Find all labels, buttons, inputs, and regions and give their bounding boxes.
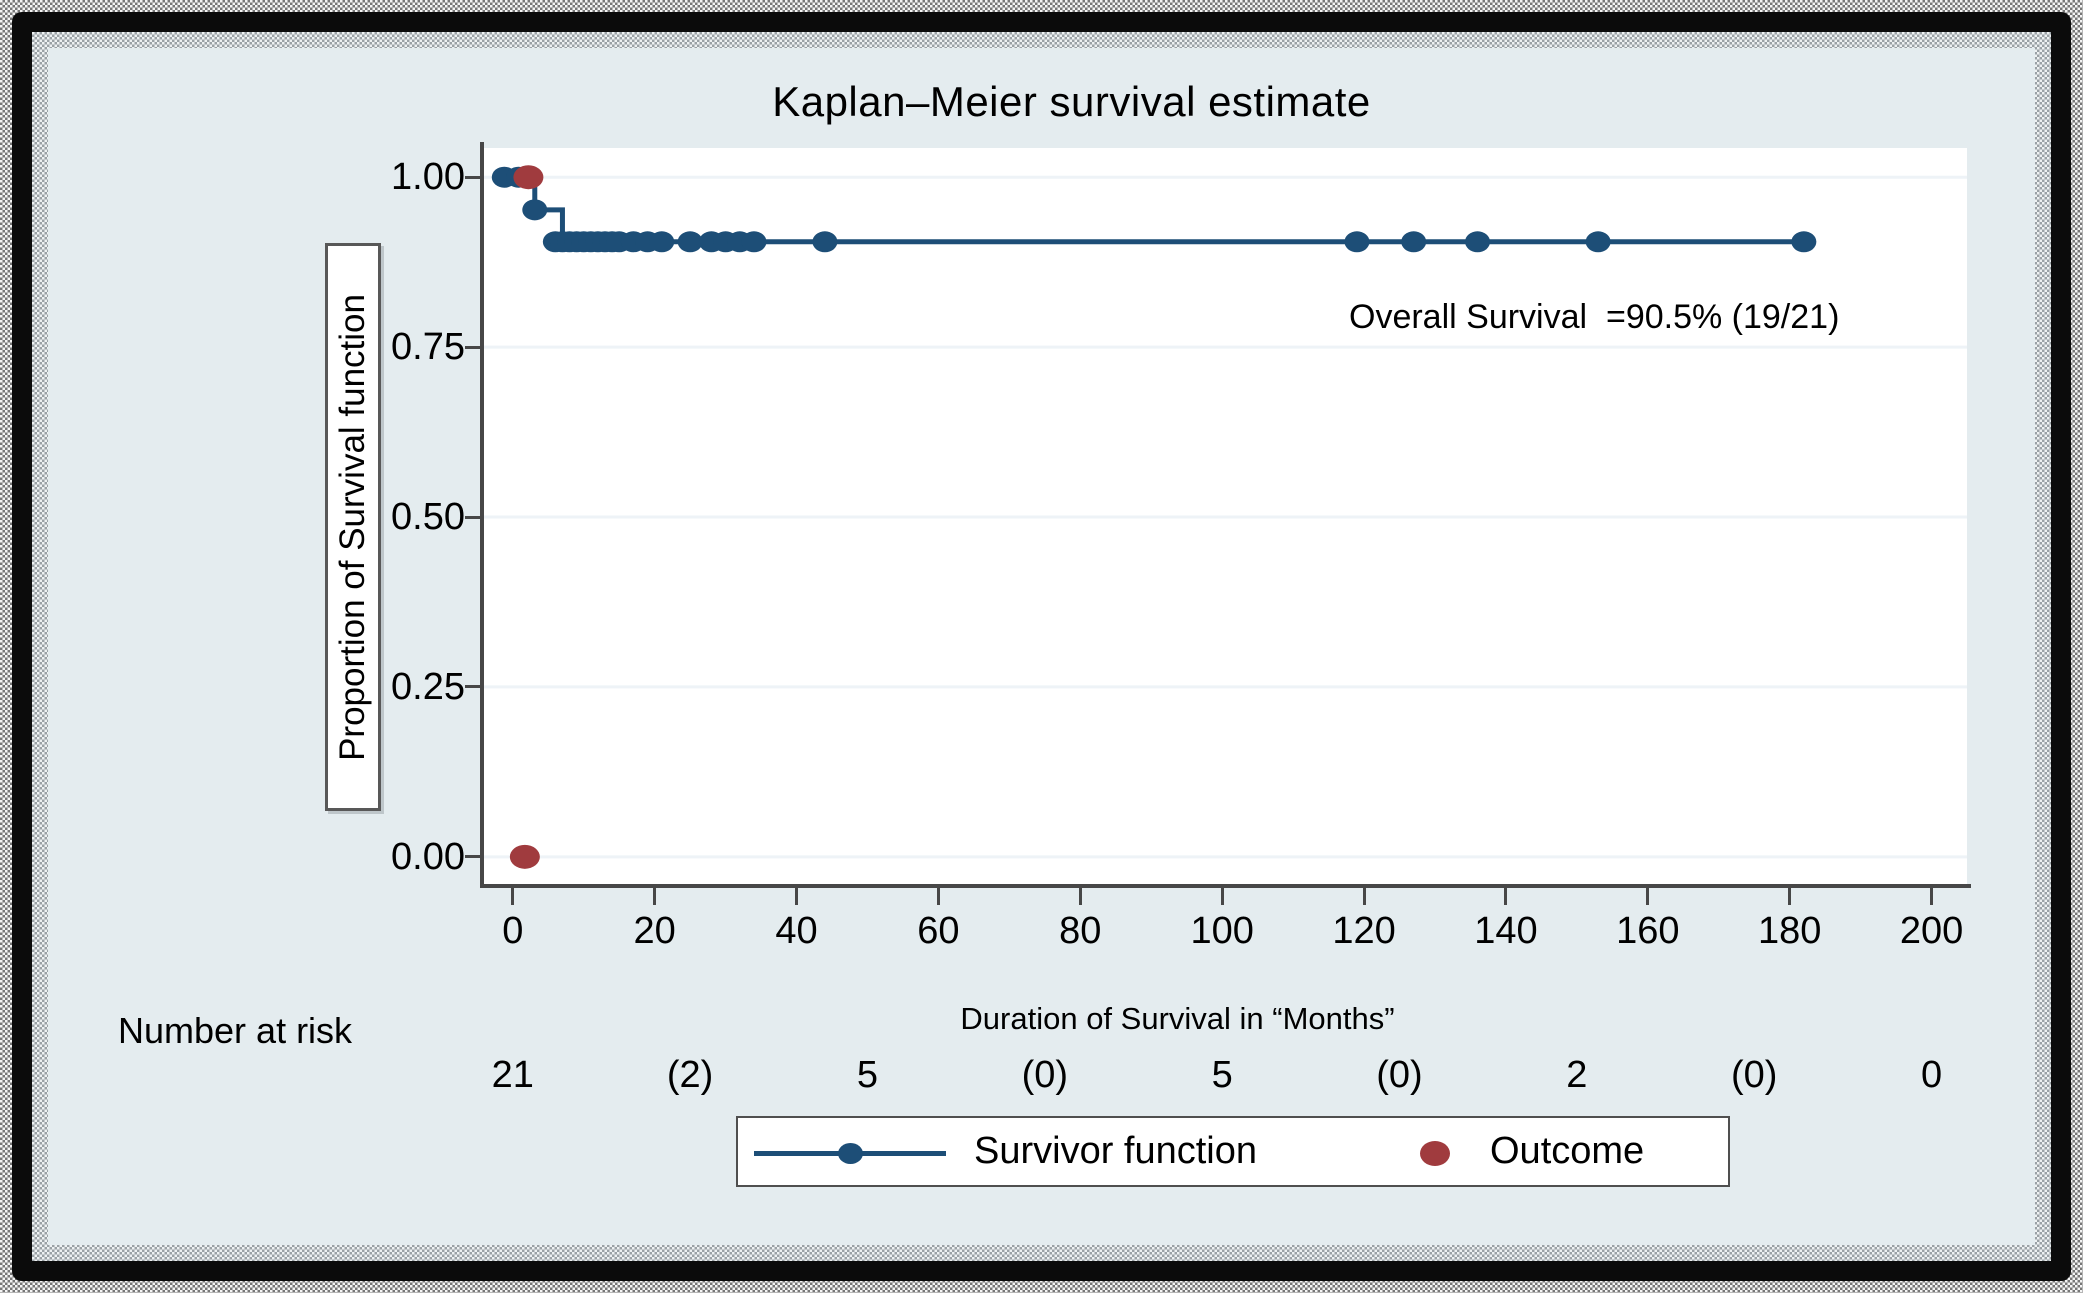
- x-axis-title: Duration of Survival in “Months”: [960, 1001, 1395, 1036]
- x-axis-tick: [653, 888, 657, 905]
- censor-marker: [812, 231, 838, 253]
- outcome-marker: [509, 844, 540, 869]
- decorative-black-frame: Kaplan–Meier survival estimate Proportio…: [12, 12, 2071, 1281]
- x-axis-tick: [1220, 888, 1224, 905]
- number-at-risk-value: 2: [1566, 1054, 1588, 1096]
- y-axis-title: Proportion of Survival function: [333, 293, 372, 761]
- y-axis-line: [480, 142, 484, 888]
- y-axis-tick-label: 0.50: [391, 496, 465, 539]
- y-axis-tick-label: 1.00: [391, 156, 465, 199]
- x-axis-tick: [1362, 888, 1366, 905]
- y-axis-tick: [465, 515, 481, 519]
- x-axis-tick: [511, 888, 515, 905]
- x-axis-tick: [936, 888, 940, 905]
- x-axis-tick: [1788, 888, 1792, 905]
- x-axis-tick: [795, 888, 799, 905]
- censor-marker: [1585, 231, 1611, 253]
- number-at-risk-value: (0): [1376, 1054, 1423, 1096]
- number-at-risk-value: 0: [1920, 1054, 1943, 1096]
- x-axis-tick-label: 180: [1757, 910, 1822, 952]
- censor-marker: [1791, 231, 1817, 253]
- legend-box: Survivor function Outcome: [736, 1116, 1730, 1187]
- x-axis-tick-label: 20: [633, 910, 676, 952]
- number-at-risk-value: (2): [666, 1054, 714, 1096]
- x-axis-tick-label: 160: [1616, 910, 1680, 952]
- number-at-risk-label: Number at risk: [118, 1010, 353, 1051]
- x-axis-tick: [1646, 888, 1650, 905]
- number-at-risk-value: (0): [1021, 1054, 1069, 1096]
- x-axis-tick-label: 40: [775, 910, 818, 952]
- x-axis-tick-label: 80: [1059, 910, 1102, 952]
- x-axis-tick-label: 100: [1190, 910, 1254, 952]
- y-axis-title-box: Proportion of Survival function: [325, 243, 381, 811]
- chart-title: Kaplan–Meier survival estimate: [772, 78, 1371, 125]
- censor-marker: [1344, 231, 1370, 253]
- number-at-risk-value: 5: [856, 1054, 879, 1096]
- legend-label-survivor-function: Survivor function: [974, 1130, 1258, 1172]
- x-axis-tick-label: 200: [1899, 910, 1964, 952]
- censor-marker: [649, 231, 675, 253]
- outcome-marker: [513, 165, 544, 190]
- number-at-risk-value: 5: [1211, 1054, 1233, 1096]
- x-axis-tick-label: 60: [917, 910, 960, 952]
- survivor-function-legend-marker: [838, 1143, 863, 1164]
- y-axis-tick-label: 0.75: [391, 326, 465, 369]
- censor-marker: [1401, 231, 1427, 253]
- x-axis-tick: [1504, 888, 1508, 905]
- legend-label-outcome: Outcome: [1490, 1130, 1645, 1172]
- x-axis-tick-label: 0: [502, 910, 524, 952]
- censor-marker: [522, 199, 548, 221]
- y-axis-tick-label: 0.25: [391, 665, 465, 708]
- outcome-legend-marker: [1420, 1141, 1450, 1166]
- x-axis-tick: [1078, 888, 1082, 905]
- x-axis-tick-label: 120: [1332, 910, 1396, 952]
- figure-canvas: Kaplan–Meier survival estimate Proportio…: [48, 48, 2035, 1245]
- survivor-step-line: [504, 174, 1804, 245]
- number-at-risk-value: (0): [1730, 1054, 1778, 1096]
- censor-marker: [741, 231, 767, 253]
- y-axis-tick-label: 0.00: [391, 835, 465, 878]
- censor-marker: [677, 231, 703, 253]
- plot-area: [483, 148, 1967, 884]
- x-axis-line: [480, 884, 1971, 888]
- x-axis-tick-label: 140: [1474, 910, 1538, 952]
- y-axis-tick: [465, 685, 481, 689]
- y-axis-tick: [465, 345, 481, 349]
- decorative-inner-halftone-border: Kaplan–Meier survival estimate Proportio…: [32, 32, 2051, 1261]
- number-at-risk-value: 21: [491, 1054, 534, 1096]
- y-axis-tick: [465, 855, 481, 859]
- km-chart-svg: [483, 165, 1967, 869]
- censor-marker: [1465, 231, 1491, 253]
- x-axis-tick: [1930, 888, 1934, 905]
- overall-survival-annotation: Overall Survival =90.5% (19/21): [1349, 298, 1840, 336]
- y-axis-tick: [465, 175, 481, 179]
